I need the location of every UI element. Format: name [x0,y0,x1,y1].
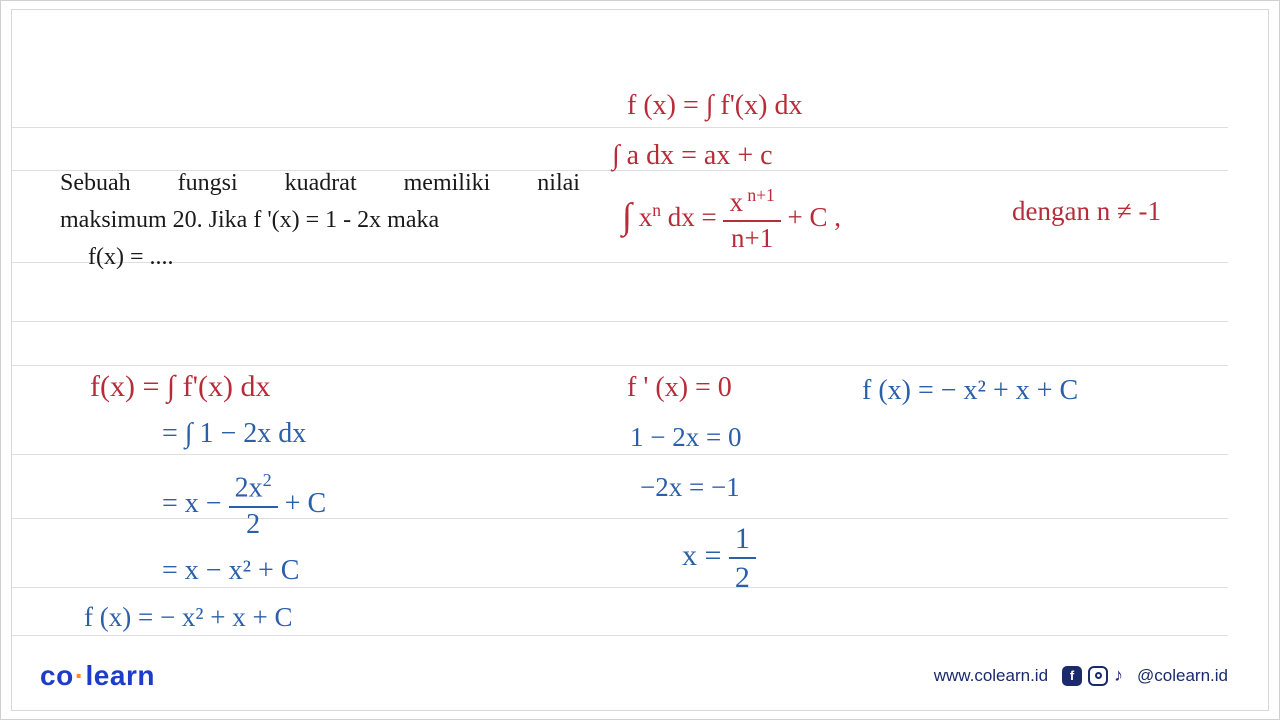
handwriting-line: = x − 2x22 + C [162,470,326,541]
handwriting-line: ∫ a dx = ax + c [612,140,773,172]
handwriting-line: f (x) = − x² + x + C [84,602,293,633]
handwriting-line: f (x) = ∫ f'(x) dx [627,90,802,122]
problem-line-3: f(x) = .... [60,239,590,276]
ruled-line [12,321,1228,322]
handwriting-line: f(x) = ∫ f'(x) dx [90,370,270,404]
problem-statement: Sebuah fungsi kuadrat memiliki nilai maksimu… [60,165,590,277]
problem-word: Sebuah [60,165,131,202]
tiktok-icon: ♪ [1114,665,1123,686]
logo-co: co [40,660,74,691]
ruled-line [12,127,1228,128]
handwriting-line: ∫ xn dx = x n+1n+1 + C , [622,186,841,253]
problem-line-2: maksimum 20. Jika f '(x) = 1 - 2x maka [60,202,590,239]
facebook-icon: f [1062,666,1082,686]
colearn-logo: co·learn [40,660,155,692]
problem-line-1: Sebuah fungsi kuadrat memiliki nilai [60,165,580,202]
problem-word: fungsi [178,165,238,202]
ruled-line [12,454,1228,455]
ruled-line [12,587,1228,588]
problem-word: nilai [537,165,580,202]
footer-handle: @colearn.id [1137,666,1228,686]
logo-dot: · [74,660,86,691]
problem-word: memiliki [404,165,491,202]
handwriting-line: f (x) = − x² + x + C [862,375,1078,407]
handwriting-line: dengan n ≠ -1 [1012,196,1161,227]
ruled-line [12,365,1228,366]
whiteboard-page: Sebuah fungsi kuadrat memiliki nilai maksimu… [11,9,1269,711]
problem-word: kuadrat [285,165,357,202]
instagram-icon [1088,666,1108,686]
footer-right: www.colearn.id f♪ @colearn.id [934,665,1228,686]
logo-learn: learn [86,660,155,691]
handwriting-line: 1 − 2x = 0 [630,422,741,453]
handwriting-line: f ' (x) = 0 [627,372,732,404]
handwriting-line: = ∫ 1 − 2x dx [162,418,306,450]
social-icons: f♪ [1062,665,1123,686]
handwriting-line: = x − x² + C [162,555,299,587]
handwriting-line: x = 12 [682,522,756,594]
ruled-line [12,635,1228,636]
footer-url: www.colearn.id [934,666,1048,686]
handwriting-line: −2x = −1 [640,472,740,503]
